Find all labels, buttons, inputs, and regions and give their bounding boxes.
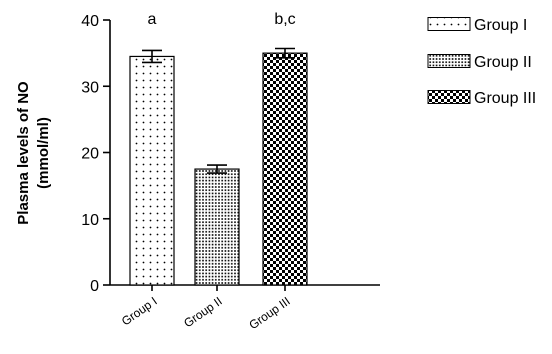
y-tick-label: 30: [81, 79, 99, 96]
x-tick-label: Group I: [119, 294, 160, 328]
y-axis-label: Plasma levels of NO (mmol/ml): [15, 81, 52, 225]
bar-3: [262, 52, 308, 286]
y-axis-label-line: Plasma levels of NO: [15, 81, 32, 225]
y-tick-label: 0: [90, 278, 99, 295]
y-axis-label-line: (mmol/ml): [35, 117, 52, 189]
legend: Group I Group II Group III: [427, 17, 536, 107]
legend-label: Group II: [474, 54, 532, 71]
significance-annotation: a: [148, 11, 157, 28]
x-axis: Group I Group II Group III: [110, 284, 380, 332]
bars: a b,c: [129, 11, 308, 286]
y-tick-label: 10: [81, 212, 99, 229]
significance-annotation: b,c: [274, 11, 295, 28]
bar-1: [129, 55, 175, 286]
legend-entry: Group II: [427, 54, 532, 71]
bar-2: [194, 168, 240, 286]
error-bar: [275, 47, 295, 59]
legend-label: Group III: [474, 90, 536, 107]
y-tick-label: 20: [81, 146, 99, 163]
error-bar: [207, 164, 227, 174]
x-tick-label: Group II: [181, 294, 225, 330]
x-tick-label: Group III: [246, 294, 292, 332]
legend-swatch: [427, 17, 471, 31]
legend-entry: Group I: [427, 17, 527, 34]
legend-swatch: [427, 54, 471, 68]
legend-entry: Group III: [427, 90, 536, 107]
y-axis: 0 10 20 30 40: [81, 13, 111, 295]
legend-label: Group I: [474, 17, 527, 34]
y-tick-label: 40: [81, 13, 99, 30]
legend-swatch: [427, 90, 471, 104]
error-bar: [142, 49, 162, 64]
